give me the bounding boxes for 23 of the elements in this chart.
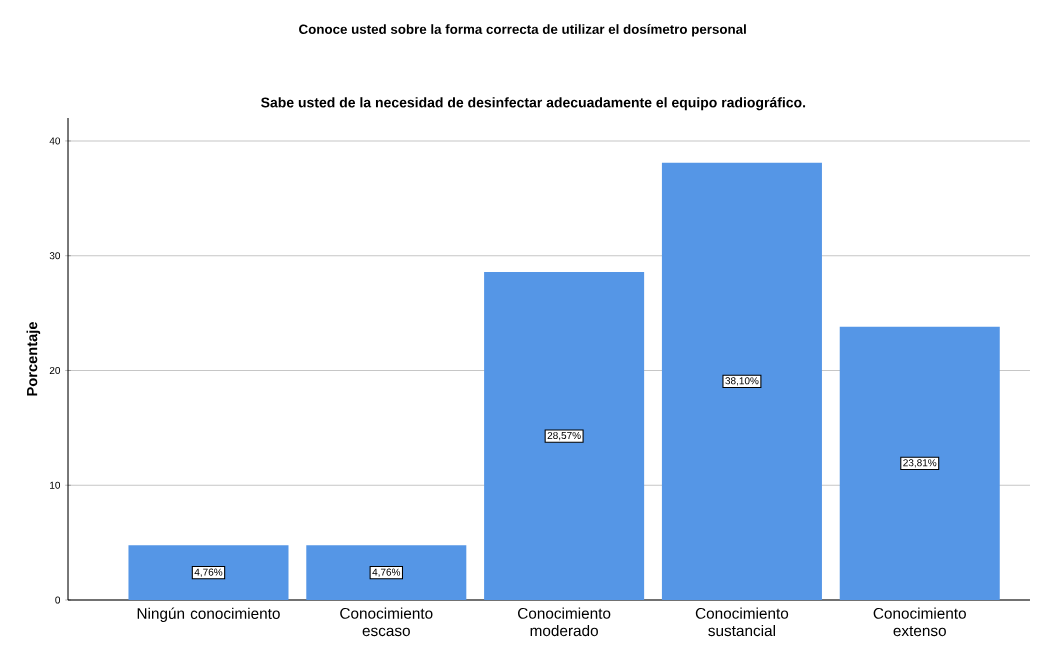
y-tick-label: 40 (49, 137, 61, 145)
data-label: 4,76% (194, 568, 223, 577)
y-tick-label: 10 (50, 481, 61, 489)
x-tick-label: Conocimiento extenso (873, 607, 966, 637)
y-tick-label: 30 (49, 252, 61, 260)
bar (128, 545, 289, 600)
x-tick-label: Conocimiento sustancial (695, 607, 789, 637)
x-tick-label: Ningún conocimiento (137, 607, 280, 623)
x-tick-label: Conocimiento escaso (340, 607, 433, 637)
y-tick-label: 20 (49, 366, 61, 375)
data-label: 38,10% (725, 377, 759, 386)
chart-title: Conoce usted sobre la forma correcta de utilizar el dosímetro personal (299, 24, 746, 37)
data-label: 4,76% (372, 568, 401, 577)
bar (839, 326, 1000, 600)
y-axis-title: Porcentaje (26, 322, 41, 396)
bar (661, 162, 822, 600)
chart-subtitle: Sabe usted de la necesidad de desinfectar adecuadamente el equipo radiográfico. (261, 97, 806, 111)
data-label: 28,57% (547, 431, 581, 441)
y-tick-label: 0 (55, 596, 61, 604)
bar (484, 272, 645, 600)
data-label: 23,81% (903, 459, 937, 468)
x-tick-label: Conocimiento moderado (518, 607, 611, 637)
bar (306, 545, 467, 600)
